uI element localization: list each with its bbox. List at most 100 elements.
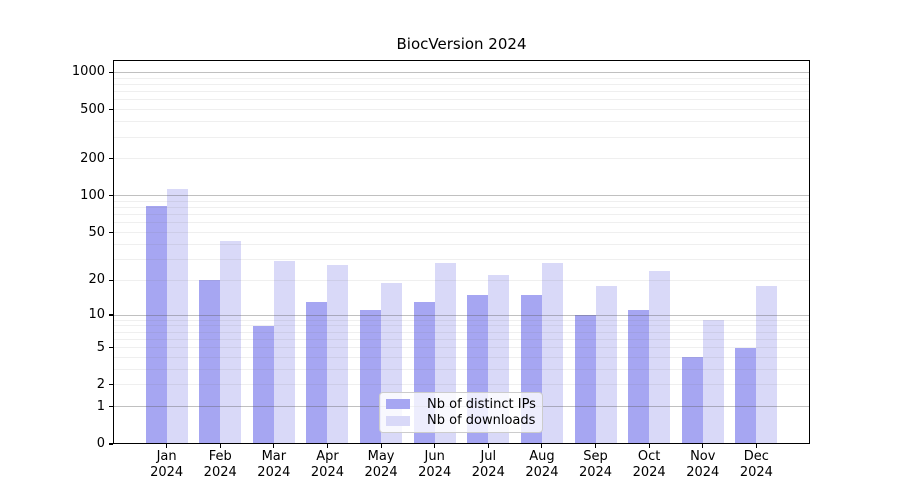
x-tick-mark: [166, 444, 168, 448]
x-tick-label: Oct 2024: [614, 449, 684, 480]
x-tick-month: Jan: [156, 449, 177, 464]
y-tick-mark: [109, 406, 113, 408]
legend-item: Nb of distinct IPs: [386, 396, 536, 412]
y-tick-label: 1000: [71, 64, 105, 80]
gridline-minor: [113, 83, 810, 85]
gridline-minor: [113, 319, 810, 321]
gridline-minor: [113, 121, 810, 123]
x-tick-month: Jul: [480, 449, 497, 464]
x-tick-label: Mar 2024: [239, 449, 309, 480]
x-tick-year: 2024: [686, 464, 720, 480]
gridline-minor: [113, 347, 810, 349]
x-tick-year: 2024: [471, 464, 505, 480]
bar-ips-may: [360, 310, 382, 444]
y-tick-mark: [109, 71, 113, 74]
gridline-minor: [113, 338, 810, 340]
y-tick-mark: [109, 109, 113, 111]
x-tick-mark: [541, 444, 543, 448]
x-tick-year: 2024: [632, 464, 666, 480]
bar-ips-nov: [681, 357, 703, 444]
gridline-minor: [113, 207, 810, 209]
x-tick-year: 2024: [418, 464, 452, 480]
legend-swatch: [386, 399, 410, 410]
x-tick-label: Jul 2024: [453, 449, 523, 480]
x-tick-label: Aug 2024: [507, 449, 577, 480]
x-tick-month: Oct: [637, 449, 661, 464]
y-tick-label: 1: [96, 398, 105, 414]
x-tick-month: Feb: [208, 449, 232, 464]
legend-swatch: [386, 415, 410, 426]
legend: Nb of distinct IPs Nb of downloads: [379, 392, 543, 433]
legend-item: Nb of downloads: [386, 413, 536, 429]
gridline-minor: [113, 368, 810, 370]
y-tick-mark: [109, 232, 113, 234]
gridline-minor: [113, 99, 810, 101]
gridline-minor: [113, 232, 810, 234]
x-tick-year: 2024: [739, 464, 773, 480]
x-tick-month: Nov: [690, 449, 716, 464]
gridline-minor: [113, 222, 810, 224]
y-tick-label: 5: [96, 339, 105, 355]
y-tick-label: 2: [96, 376, 105, 392]
gridline-minor: [113, 243, 810, 245]
x-tick-label: May 2024: [346, 449, 416, 480]
x-tick-mark: [594, 444, 597, 448]
y-tick-mark: [109, 347, 113, 349]
x-tick-month: Apr: [316, 449, 339, 464]
gridline-minor: [113, 109, 810, 111]
x-tick-month: Mar: [261, 449, 287, 464]
bar-ips-oct: [628, 310, 650, 444]
bar-ips-mar: [252, 325, 274, 444]
y-tick-label: 100: [80, 187, 105, 203]
x-tick-label: Nov 2024: [668, 449, 738, 480]
x-tick-label: Jun 2024: [400, 449, 470, 480]
bar-ips-apr: [306, 302, 328, 444]
x-tick-year: 2024: [150, 464, 184, 480]
bar-ips-jan: [145, 206, 167, 444]
gridline-minor: [113, 331, 810, 333]
y-tick-mark: [109, 195, 113, 197]
gridline-minor: [113, 356, 810, 358]
x-tick-year: 2024: [203, 464, 237, 480]
y-tick-label: 0: [96, 436, 105, 451]
x-tick-year: 2024: [257, 464, 291, 480]
bar-downloads-feb: [220, 240, 242, 444]
bar-downloads-dec: [756, 285, 778, 444]
gridline-major: [113, 314, 810, 316]
legend-label: Nb of downloads: [427, 413, 536, 429]
bar-downloads-oct: [649, 270, 671, 444]
x-tick-month: Sep: [583, 449, 608, 464]
x-tick-label: Jan 2024: [132, 449, 202, 480]
x-tick-mark: [219, 444, 221, 448]
x-tick-mark: [273, 444, 275, 448]
gridline-minor: [113, 91, 810, 93]
x-tick-mark: [487, 444, 489, 448]
x-tick-mark: [755, 444, 757, 448]
x-tick-year: 2024: [578, 464, 613, 480]
x-tick-month: Jun: [424, 449, 445, 464]
gridline-minor: [113, 200, 810, 202]
chart-title: BiocVersion 2024: [396, 35, 527, 53]
bar-ips-feb: [199, 280, 221, 444]
y-tick-mark: [109, 443, 113, 445]
gridline-minor: [113, 158, 810, 160]
y-tick-label: 10: [88, 307, 105, 323]
y-tick-label: 50: [88, 224, 105, 240]
x-tick-month: May: [367, 449, 395, 464]
y-tick-mark: [109, 279, 113, 281]
bar-ips-sep: [574, 315, 596, 444]
gridlines-layer: [113, 60, 810, 444]
y-tick-mark: [109, 158, 113, 160]
plot-area: Nb of distinct IPs Nb of downloads: [113, 60, 810, 444]
gridline-minor: [113, 214, 810, 216]
legend-label: Nb of distinct IPs: [427, 396, 536, 412]
x-tick-label: Sep 2024: [561, 449, 631, 480]
bar-downloads-aug: [541, 262, 563, 444]
x-tick-year: 2024: [310, 464, 344, 480]
gridline-minor: [113, 384, 810, 386]
x-tick-year: 2024: [525, 464, 559, 480]
x-tick-month: Dec: [743, 449, 769, 464]
bar-downloads-nov: [702, 320, 724, 444]
x-tick-label: Dec 2024: [721, 449, 791, 480]
